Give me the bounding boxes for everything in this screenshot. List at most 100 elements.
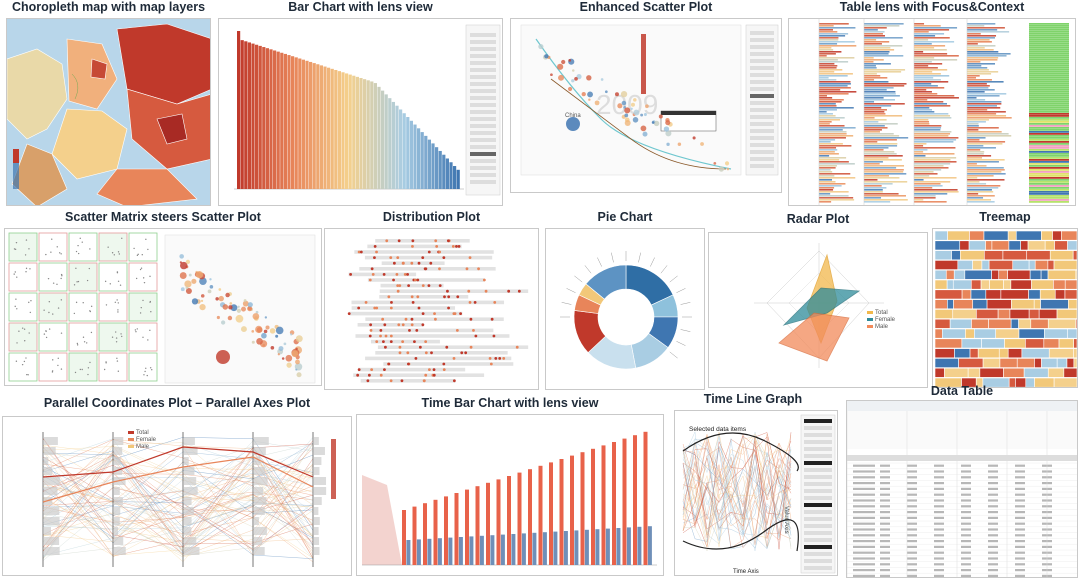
treemap-cell[interactable]	[1007, 348, 1023, 359]
treemap-cell[interactable]	[934, 269, 947, 280]
scatter-point[interactable]	[581, 92, 586, 97]
scattermatrix-point[interactable]	[235, 314, 244, 323]
treemap-cell[interactable]	[947, 299, 954, 310]
treemap-cell[interactable]	[1007, 230, 1017, 241]
treemap-cell[interactable]	[998, 269, 1008, 280]
barlens-bar[interactable]	[420, 132, 424, 189]
radar-series-female[interactable]	[782, 287, 861, 326]
scatter-point[interactable]	[558, 74, 565, 81]
barlens-bar[interactable]	[417, 128, 421, 189]
scattermatrix-cell[interactable]	[68, 352, 98, 382]
scatter-point[interactable]	[645, 104, 649, 109]
timebar-bar[interactable]	[633, 435, 637, 565]
treemap-cell[interactable]	[964, 269, 992, 280]
barlens-bar[interactable]	[280, 52, 284, 189]
barlens-bar[interactable]	[373, 83, 377, 189]
scattermatrix-cell[interactable]	[98, 352, 128, 382]
scattermatrix-point[interactable]	[295, 347, 298, 350]
treemap-cell[interactable]	[1066, 358, 1075, 368]
scatter-point[interactable]	[557, 63, 564, 70]
treemap-cell[interactable]	[1020, 240, 1029, 251]
treemap-cell[interactable]	[1056, 358, 1068, 368]
treemap-cell[interactable]	[1068, 299, 1077, 310]
treemap-cell[interactable]	[1067, 240, 1077, 251]
scatter-point[interactable]	[665, 120, 671, 126]
treemap-cell[interactable]	[1053, 377, 1077, 387]
treemap-cell[interactable]	[991, 240, 1010, 251]
scattermatrix-point[interactable]	[185, 286, 189, 290]
treemap-cell[interactable]	[1043, 338, 1060, 349]
barlens-bar[interactable]	[355, 76, 359, 189]
scattermatrix-point[interactable]	[251, 340, 255, 344]
scattermatrix-point[interactable]	[209, 278, 212, 281]
scattermatrix-cell[interactable]	[98, 292, 128, 322]
barlens-bar[interactable]	[337, 71, 341, 189]
treemap-cell[interactable]	[1021, 348, 1050, 359]
barlens-bar[interactable]	[449, 162, 453, 189]
treemap-cell[interactable]	[1053, 279, 1066, 290]
barlens-bar[interactable]	[330, 68, 334, 189]
treemap-chart[interactable]	[932, 228, 1078, 388]
treemap-cell[interactable]	[946, 279, 954, 290]
treemap-cell[interactable]	[1064, 279, 1077, 290]
scattermatrix-point[interactable]	[185, 259, 191, 264]
distribution-chart[interactable]	[324, 228, 539, 390]
timebar-bar[interactable]	[616, 528, 621, 565]
timebar-bar[interactable]	[444, 496, 448, 565]
scatter-point[interactable]	[633, 98, 637, 102]
scattermatrix-point[interactable]	[283, 342, 287, 346]
radar-chart[interactable]: Total Female Male	[708, 232, 928, 388]
treemap-cell[interactable]	[1044, 240, 1055, 251]
barlens-bar[interactable]	[391, 101, 395, 189]
scattermatrix-point[interactable]	[221, 320, 226, 325]
timebar-bar[interactable]	[433, 499, 438, 565]
treemap-cell[interactable]	[1028, 260, 1036, 270]
distribution-row[interactable]	[358, 367, 466, 372]
barlens-bar[interactable]	[381, 90, 385, 189]
scatter-point[interactable]	[724, 161, 730, 166]
scattermatrix-point[interactable]	[247, 302, 253, 308]
treemap-cell[interactable]	[1053, 260, 1077, 270]
scatter-point[interactable]	[600, 78, 604, 81]
scatter-point[interactable]	[571, 79, 575, 83]
timebar-bar[interactable]	[423, 503, 427, 565]
timebar-bar[interactable]	[626, 527, 631, 565]
scattermatrix-cell[interactable]	[38, 292, 68, 322]
distribution-row[interactable]	[379, 289, 529, 293]
scattermatrix-point[interactable]	[200, 294, 205, 298]
timebar-bar[interactable]	[458, 537, 463, 565]
treemap-cell[interactable]	[969, 348, 979, 359]
scattermatrix-point[interactable]	[229, 302, 233, 305]
scatter-point[interactable]	[633, 109, 640, 116]
timebar-bar[interactable]	[612, 442, 616, 565]
treemap-cell[interactable]	[934, 358, 959, 368]
treemap-cell[interactable]	[953, 269, 966, 280]
scattermatrix-point[interactable]	[295, 359, 300, 365]
scatter-point[interactable]	[643, 113, 647, 117]
barlens-bar[interactable]	[359, 78, 363, 189]
timebar-bar[interactable]	[475, 486, 480, 565]
scattermatrix-cell[interactable]	[8, 262, 38, 292]
treemap-cell[interactable]	[971, 318, 989, 329]
scattermatrix-point[interactable]	[278, 346, 284, 352]
treemap-cell[interactable]	[1073, 338, 1077, 349]
scatter-point[interactable]	[615, 92, 619, 97]
timebar-bar[interactable]	[563, 531, 568, 565]
treemap-cell[interactable]	[1063, 367, 1077, 378]
timebar-bar[interactable]	[637, 526, 642, 565]
treemap-cell[interactable]	[1003, 367, 1025, 378]
timebar-bar[interactable]	[507, 476, 511, 565]
treemap-cell[interactable]	[1054, 289, 1066, 300]
distribution-row[interactable]	[375, 351, 508, 355]
treemap-cell[interactable]	[1061, 230, 1077, 241]
treemap-cell[interactable]	[961, 289, 972, 300]
barlens-bar[interactable]	[312, 63, 316, 190]
timebar-bar[interactable]	[647, 526, 652, 565]
barlens-bar[interactable]	[305, 60, 309, 189]
treemap-cell[interactable]	[974, 328, 997, 339]
treemap-cell[interactable]	[998, 348, 1009, 359]
parallel-chart[interactable]: Total Female Male	[2, 416, 352, 576]
timebar-bar[interactable]	[559, 459, 564, 565]
scatter-point[interactable]	[544, 54, 549, 59]
scatter-china-bubble[interactable]	[566, 117, 580, 131]
